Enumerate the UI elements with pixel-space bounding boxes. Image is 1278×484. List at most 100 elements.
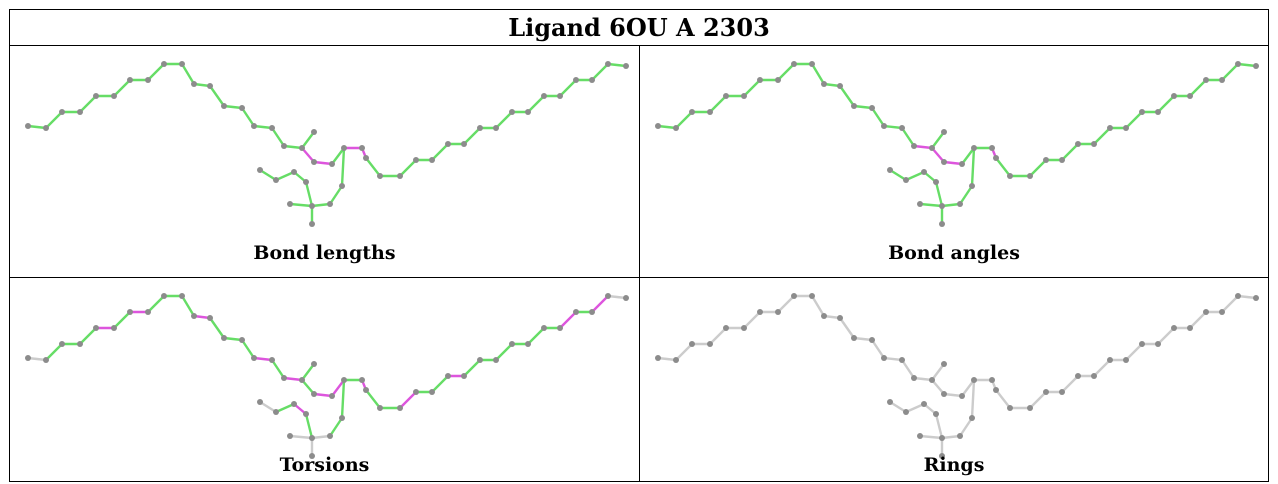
atom bbox=[623, 295, 629, 301]
atom bbox=[1007, 173, 1013, 179]
bond bbox=[312, 392, 334, 398]
bond bbox=[1220, 62, 1240, 82]
bond bbox=[44, 342, 64, 362]
atom bbox=[309, 221, 315, 227]
bond bbox=[270, 126, 286, 148]
atom bbox=[221, 335, 227, 341]
bond bbox=[970, 378, 976, 420]
atom bbox=[207, 83, 213, 89]
atom bbox=[161, 61, 167, 67]
panel-caption-bond-angles: Bond angles bbox=[888, 242, 1020, 264]
bond bbox=[708, 326, 728, 346]
atom bbox=[887, 167, 893, 173]
atom bbox=[161, 293, 167, 299]
bond bbox=[300, 362, 316, 382]
bond bbox=[810, 294, 826, 318]
bond bbox=[606, 294, 628, 300]
atom bbox=[525, 109, 531, 115]
atom bbox=[775, 309, 781, 315]
bond bbox=[1188, 310, 1208, 330]
atom bbox=[939, 221, 945, 227]
atom bbox=[327, 201, 333, 207]
atom bbox=[673, 125, 679, 131]
atom bbox=[741, 325, 747, 331]
bond bbox=[282, 144, 304, 150]
bond bbox=[398, 390, 418, 410]
atom bbox=[605, 293, 611, 299]
atom bbox=[59, 109, 65, 115]
validation-figure: Ligand 6OU A 2303 Bond lengths Bond angl… bbox=[9, 9, 1269, 482]
atom bbox=[1187, 325, 1193, 331]
atom bbox=[791, 61, 797, 67]
bond bbox=[1156, 94, 1176, 114]
atom bbox=[311, 361, 317, 367]
atom bbox=[309, 453, 315, 459]
bond bbox=[208, 316, 226, 340]
atom bbox=[145, 309, 151, 315]
atom bbox=[493, 357, 499, 363]
atom bbox=[93, 93, 99, 99]
atom bbox=[941, 361, 947, 367]
atom bbox=[1007, 405, 1013, 411]
atom bbox=[251, 355, 257, 361]
bond bbox=[904, 170, 926, 182]
bond bbox=[180, 294, 196, 318]
atom bbox=[525, 341, 531, 347]
bond bbox=[934, 412, 944, 440]
atom bbox=[1091, 141, 1097, 147]
atom bbox=[291, 401, 297, 407]
atom bbox=[939, 203, 945, 209]
bond bbox=[526, 94, 546, 114]
atom bbox=[821, 313, 827, 319]
atom bbox=[899, 125, 905, 131]
atom bbox=[837, 83, 843, 89]
atom bbox=[59, 341, 65, 347]
bond bbox=[300, 146, 316, 164]
bond bbox=[970, 146, 976, 188]
atom bbox=[1253, 295, 1259, 301]
atom bbox=[445, 373, 451, 379]
atom bbox=[179, 61, 185, 67]
bond bbox=[912, 376, 934, 382]
atom bbox=[191, 81, 197, 87]
atom bbox=[493, 125, 499, 131]
bond bbox=[282, 376, 304, 382]
bond bbox=[340, 146, 346, 188]
bond bbox=[240, 338, 256, 360]
atom bbox=[377, 405, 383, 411]
bond bbox=[304, 180, 314, 208]
atom bbox=[221, 103, 227, 109]
atom bbox=[359, 145, 365, 151]
atom bbox=[959, 393, 965, 399]
atom bbox=[111, 93, 117, 99]
atom bbox=[541, 325, 547, 331]
atom bbox=[851, 103, 857, 109]
bond bbox=[930, 130, 946, 150]
bond bbox=[852, 104, 874, 110]
atom bbox=[43, 357, 49, 363]
bond bbox=[904, 402, 926, 414]
atom bbox=[127, 77, 133, 83]
atom bbox=[939, 435, 945, 441]
atom bbox=[359, 377, 365, 383]
bond bbox=[958, 184, 974, 206]
atom bbox=[655, 123, 661, 129]
atom bbox=[757, 77, 763, 83]
atom bbox=[969, 183, 975, 189]
atom bbox=[127, 309, 133, 315]
atom bbox=[477, 125, 483, 131]
bond bbox=[940, 434, 962, 440]
atom bbox=[1139, 341, 1145, 347]
bond bbox=[1220, 294, 1240, 314]
atom bbox=[589, 77, 595, 83]
atom bbox=[589, 309, 595, 315]
atom bbox=[941, 159, 947, 165]
bond bbox=[494, 110, 514, 130]
bond bbox=[146, 294, 166, 314]
bond bbox=[852, 336, 874, 342]
atom bbox=[77, 109, 83, 115]
atom bbox=[869, 105, 875, 111]
atom bbox=[969, 415, 975, 421]
atom bbox=[993, 387, 999, 393]
bond bbox=[398, 158, 418, 178]
